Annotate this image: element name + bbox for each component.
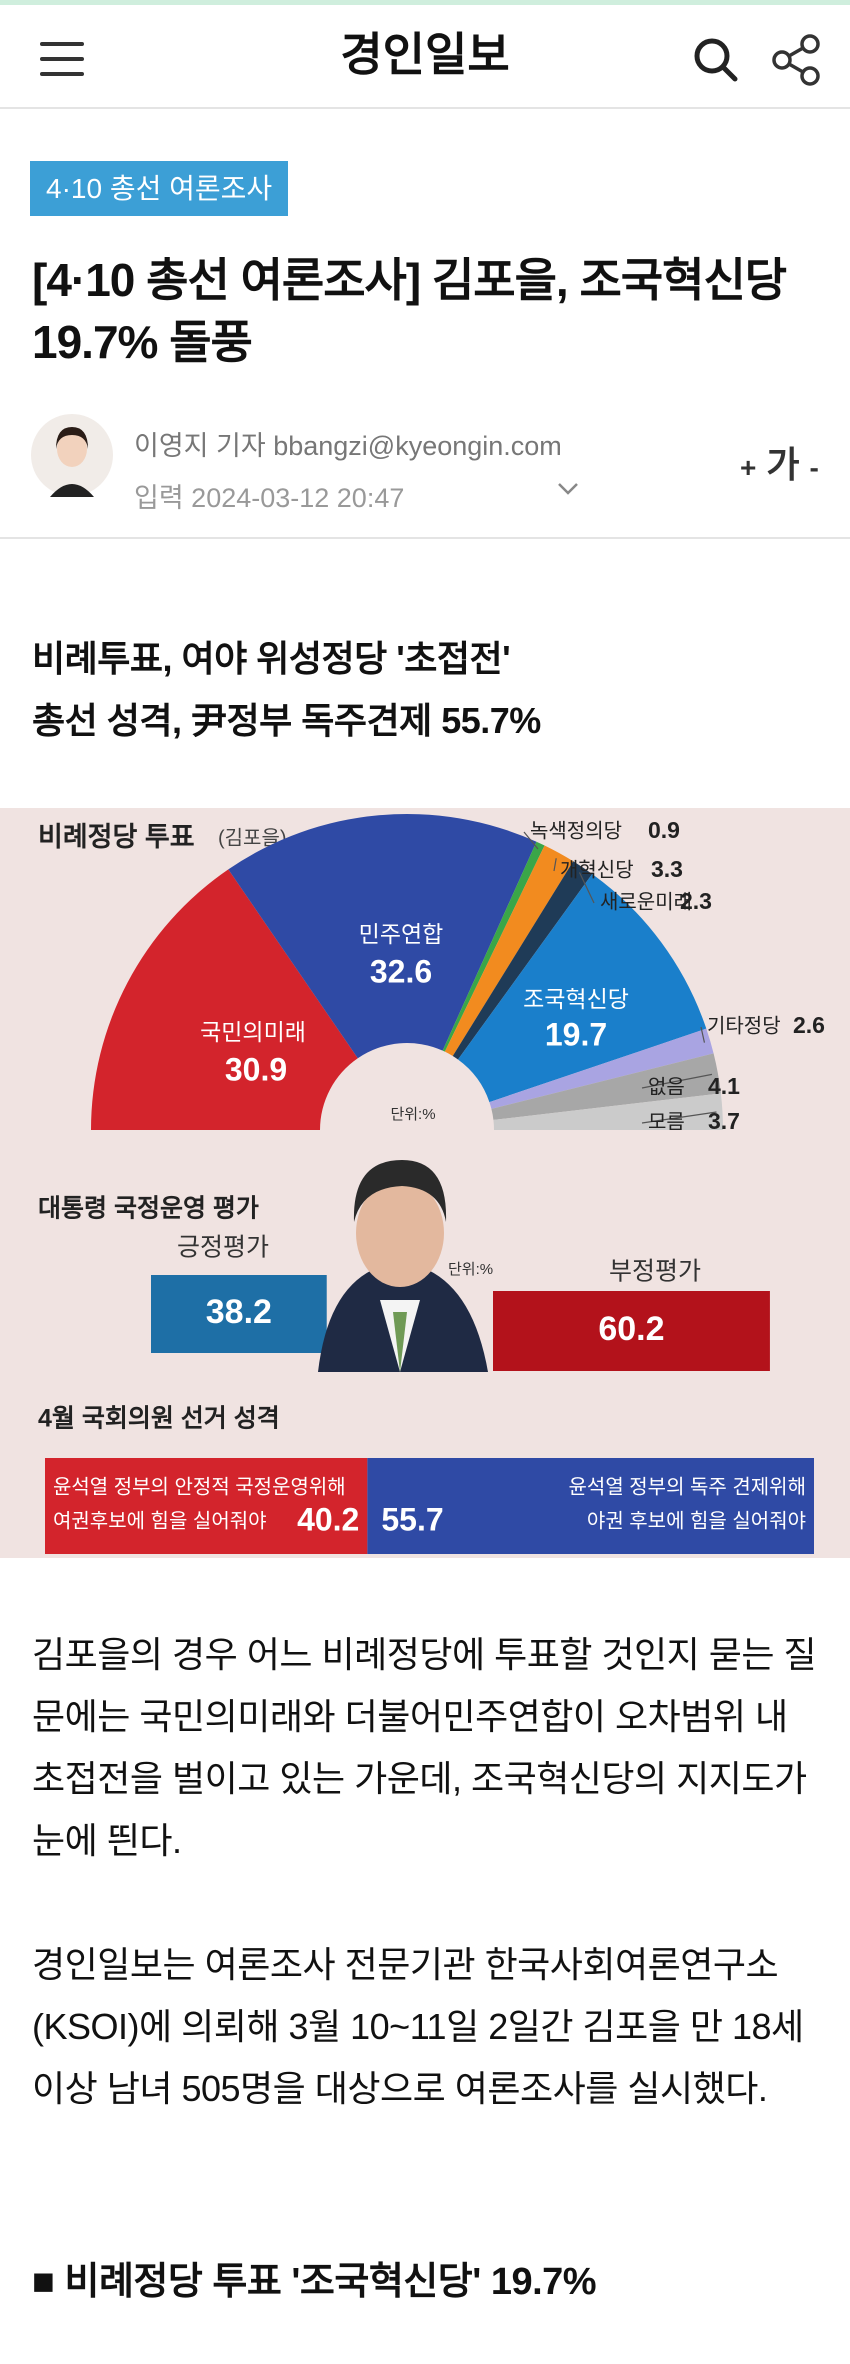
font-size-control: + 가 - [740,436,819,488]
election-text: 윤석열 정부의 독주 견제위해 [569,1475,806,1498]
party-value: 2.6 [793,1012,825,1038]
election-value: 55.7 [381,1501,443,1537]
approval-bar [151,1275,327,1353]
pie-segment [457,873,707,1103]
election-text: 야권 후보에 힘을 실어줘야 [587,1509,806,1532]
paragraph: 김포을의 경우 어느 비례정당에 투표할 것인지 묻는 질문에는 국민의미래와 … [32,1634,817,1861]
election-text: 윤석열 정부의 안정적 국정운영위해 [53,1475,346,1498]
party-name: 개혁신당 [560,858,634,881]
section-title: 대통령 국정운영 평가 [38,1195,259,1223]
party-name: 민주연합 [359,921,444,947]
president-photo [318,1160,488,1372]
party-value: 3.3 [651,856,683,882]
section-title: 4월 국회의원 선거 성격 [38,1405,280,1433]
election-text: 여권후보에 힘을 실어줘야 [53,1509,267,1532]
search-button[interactable] [694,38,738,82]
party-value: 30.9 [225,1051,287,1087]
approval-label: 부정평가 [609,1258,701,1286]
pie-segment [442,841,545,1052]
infographic: 비례정당 투표 (김포을) 단위:% 국민의미래 30.9 민주연합 32.6 녹색정의당 0.… [0,808,850,1558]
author[interactable]: 이영지 기자 bbangzi@kyeongin.com [134,431,562,461]
divider [0,537,850,539]
pie-segment [489,1028,714,1109]
author-avatar [31,414,113,497]
unit-label: 단위:% [448,1261,493,1278]
party-name: 없음 [648,1075,685,1098]
top-bar: 경인일보 [40,30,820,86]
expand-chevron[interactable] [556,480,580,498]
party-value: 2.3 [680,888,712,914]
party-name: 모름 [648,1111,685,1133]
region-label: (김포을) [218,826,287,849]
party-value: 0.9 [648,817,680,843]
leader-line [578,872,595,904]
publish-date: 입력 2024-03-12 20:47 [134,483,405,513]
leader-line [641,1073,713,1089]
approval-value: 38.2 [206,1293,272,1331]
approval-label: 긍정평가 [177,1234,269,1262]
font-increase[interactable]: + [740,452,757,483]
logo[interactable]: 경인일보 [340,30,509,81]
section-heading: ■ 비례정당 투표 '조국혁신당' 19.7% [32,2261,597,2303]
pie-segment [444,845,574,1057]
top-accent [0,0,850,5]
party-value: 19.7 [545,1016,607,1052]
party-name: 조국혁신당 [523,986,629,1012]
election-bar [367,1458,814,1554]
election-value: 40.2 [297,1501,359,1537]
election-bar [45,1458,368,1554]
party-name: 기타정당 [707,1014,781,1037]
leader-line [523,831,539,850]
headline: 19.7% 돌풍 [32,316,253,368]
font-decrease[interactable]: - [809,452,819,483]
share-button[interactable] [772,34,820,86]
pie-segment [452,861,593,1060]
pie-segment [493,1093,723,1130]
approval-bar [493,1291,770,1371]
pie-segment [91,869,358,1130]
category-tag[interactable]: 4·10 총선 여론조사 [30,161,289,216]
party-value: 32.6 [370,953,432,989]
leader-line [553,858,557,872]
party-name: 녹색정의당 [530,819,622,842]
party-value: 3.7 [708,1108,740,1134]
font-label: 가 [766,444,800,485]
party-value: 4.1 [708,1073,740,1099]
pie-segment [491,1053,721,1120]
pie-segment [228,814,537,1059]
party-name: 새로운미래 [600,890,692,913]
unit-label: 단위:% [390,1106,435,1123]
headline: [4·10 총선 여론조사] 김포을, 조국혁신당 [32,254,787,306]
section-title: 비례정당 투표 [38,822,195,852]
leader-line [641,1111,717,1124]
party-name: 국민의미래 [200,1019,306,1045]
divider [0,107,850,109]
menu-button[interactable] [40,42,84,76]
paragraph: 경인일보는 여론조사 전문기관 한국사회여론연구소(KSOI)에 의뢰해 3월 … [32,1944,804,2109]
subheadline: 비례투표, 여야 위성정당 '초접전' [32,638,511,679]
leader-line [700,1026,706,1043]
approval-value: 60.2 [598,1310,664,1348]
subheadline: 총선 성격, 尹정부 독주견제 55.7% [32,700,541,741]
